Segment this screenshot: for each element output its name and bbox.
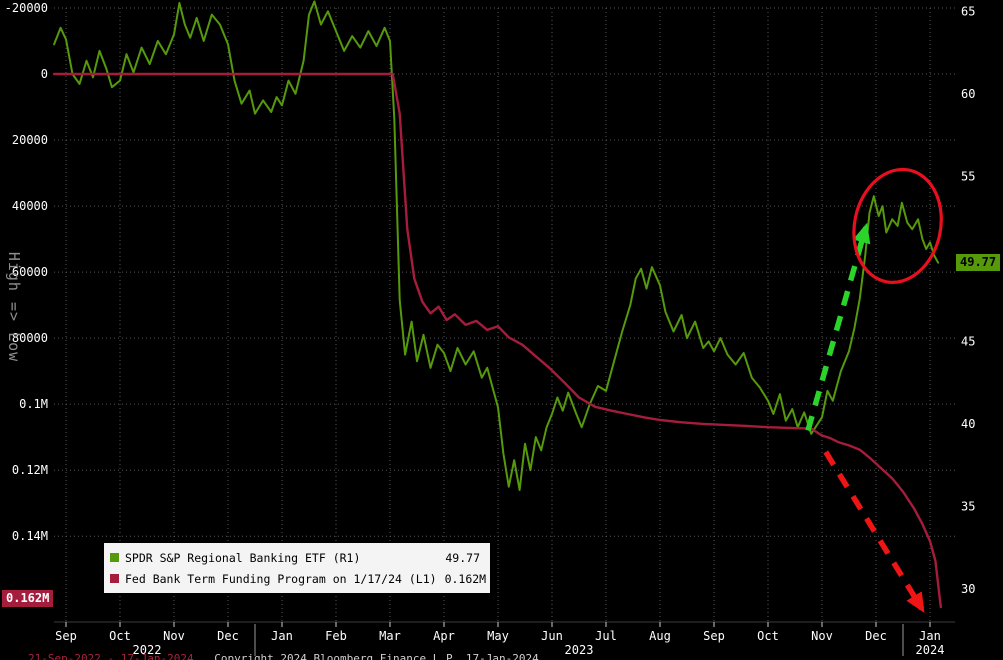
highlight-ellipse-annotation — [852, 167, 943, 284]
x-tick-label: Jun — [541, 629, 563, 643]
x-tick-label: Oct — [109, 629, 131, 643]
x-year-label: 2022 — [133, 643, 162, 657]
left-tick-label: 40000 — [12, 199, 48, 213]
right-axis-badge: 49.77 — [956, 254, 1001, 271]
legend-item-kre: SPDR S&P Regional Banking ETF (R1) 49.77 — [110, 547, 480, 568]
legend-swatch-btfp-icon — [110, 574, 119, 583]
gridlines — [54, 7, 955, 622]
footer-clipped-text: 21-Sep-2022 - 17-Jan-2024 Copyright 2024… — [28, 653, 1003, 660]
left-tick-label: 0.14M — [12, 529, 48, 543]
legend-label-btfp: Fed Bank Term Funding Program on 1/17/24… — [125, 571, 437, 586]
x-tick-label: Aug — [649, 629, 671, 643]
bullish-arrow-annotation — [805, 222, 871, 432]
left-tick-label: 0.12M — [12, 463, 48, 477]
right-tick-label: 60 — [961, 87, 975, 101]
left-axis-labels: -20000 0 20000 40000 60000 80000 0.1M 0.12M 0.14… — [5, 1, 48, 543]
legend-value-kre: 49.77 — [445, 550, 480, 565]
annotations — [805, 167, 943, 614]
x-tick-label: Jan — [271, 629, 293, 643]
right-tick-label: 35 — [961, 500, 975, 514]
x-tick-label: Jan — [919, 629, 941, 643]
left-tick-label: 0 — [41, 67, 48, 81]
legend-item-btfp: Fed Bank Term Funding Program on 1/17/24… — [110, 568, 486, 589]
x-tick-label: May — [487, 629, 509, 643]
legend: SPDR S&P Regional Banking ETF (R1) 49.77… — [103, 542, 491, 594]
left-tick-label: 80000 — [12, 331, 48, 345]
left-tick-label: 20000 — [12, 133, 48, 147]
kre-line — [53, 0, 940, 491]
right-tick-label: 30 — [961, 582, 975, 596]
x-tick-label: Apr — [433, 629, 455, 643]
legend-value-btfp: 0.162M — [444, 571, 487, 586]
right-tick-label: 45 — [961, 334, 975, 348]
x-year-label: 2024 — [916, 643, 945, 657]
x-tick-label: Dec — [865, 629, 887, 643]
x-axis: Sep Oct Nov Dec Jan Feb Mar Apr May Jun Jul Aug Sep O… — [54, 621, 955, 657]
left-axis-badge: 0.162M — [2, 590, 54, 607]
bearish-arrow-annotation — [823, 450, 925, 614]
right-tick-label: 65 — [961, 4, 975, 18]
legend-label-kre: SPDR S&P Regional Banking ETF (R1) — [125, 550, 361, 565]
left-tick-label: 0.1M — [19, 397, 48, 411]
x-tick-label: Nov — [163, 629, 185, 643]
x-tick-label: Mar — [379, 629, 401, 643]
x-tick-label: Dec — [217, 629, 239, 643]
footer-left-text: 21-Sep-2022 - 17-Jan-2024 — [28, 653, 194, 660]
x-tick-label: Sep — [55, 629, 77, 643]
legend-swatch-kre-icon — [110, 553, 119, 562]
x-tick-label: Sep — [703, 629, 725, 643]
x-year-label: 2023 — [565, 643, 594, 657]
left-tick-label: -20000 — [5, 1, 48, 15]
x-tick-label: Nov — [811, 629, 833, 643]
x-tick-label: Jul — [595, 629, 617, 643]
right-tick-label: 40 — [961, 417, 975, 431]
left-tick-label: 60000 — [12, 265, 48, 279]
right-tick-label: 55 — [961, 169, 975, 183]
x-tick-label: Feb — [325, 629, 347, 643]
right-axis-labels: 6560555045403530 — [961, 4, 975, 596]
x-tick-label: Oct — [757, 629, 779, 643]
btfp-line — [52, 72, 942, 609]
left-axis-title: High => Low — [5, 251, 23, 363]
footer-right-text: Copyright 2024 Bloomberg Finance L.P. 17… — [214, 653, 539, 660]
